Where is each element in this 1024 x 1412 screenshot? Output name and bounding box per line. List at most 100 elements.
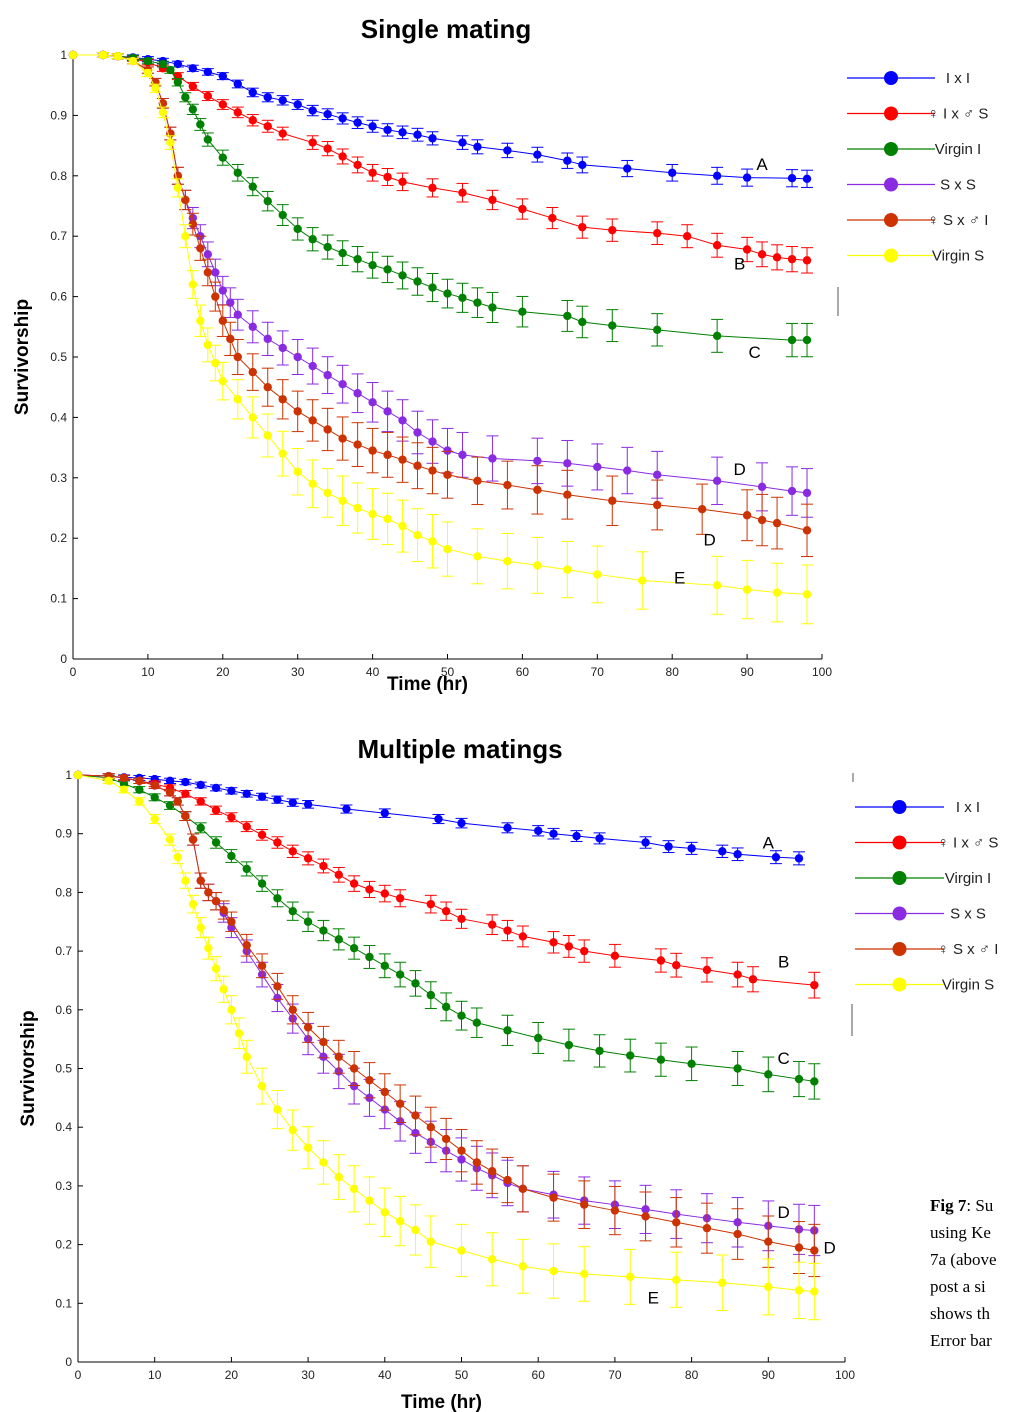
- data-point: [488, 195, 497, 205]
- data-point: [227, 1005, 236, 1014]
- x-tick-label: 70: [608, 1368, 622, 1382]
- legend-item-s-x-s: S x S: [855, 906, 986, 923]
- data-point: [68, 50, 78, 60]
- data-point: [742, 585, 752, 594]
- data-point: [580, 1269, 589, 1279]
- data-point: [623, 164, 632, 173]
- data-point: [712, 581, 722, 590]
- x-tick-label: 70: [591, 665, 605, 679]
- data-point: [443, 544, 452, 554]
- data-point: [308, 138, 317, 147]
- data-point: [772, 518, 782, 528]
- legend-marker: [892, 977, 907, 992]
- data-point: [503, 146, 512, 155]
- data-point: [702, 1223, 712, 1233]
- data-point: [278, 96, 287, 105]
- data-point: [308, 106, 317, 115]
- legend: I x I ♀ I x ♂ S Virgin I S x S ♀ S x ♂ I Virg…: [847, 70, 988, 265]
- data-point: [308, 235, 317, 244]
- data-point: [443, 446, 452, 455]
- data-point: [211, 897, 221, 906]
- data-point: [278, 343, 287, 353]
- data-point: [656, 1055, 666, 1064]
- data-point: [580, 1200, 589, 1209]
- x-tick-label: 40: [366, 665, 380, 679]
- data-point: [334, 935, 343, 944]
- data-point: [578, 160, 587, 170]
- data-point: [319, 1158, 328, 1167]
- y-tick-label: 0.8: [50, 169, 67, 183]
- data-point: [718, 1278, 727, 1287]
- data-point: [426, 1237, 436, 1246]
- data-point: [503, 556, 512, 566]
- data-point: [428, 183, 437, 193]
- data-point: [257, 961, 267, 970]
- legend-label: I x I: [956, 799, 980, 816]
- series-virgin-s: [68, 50, 814, 625]
- data-point: [278, 449, 287, 458]
- data-point: [165, 801, 175, 810]
- data-point: [563, 156, 572, 165]
- data-point: [712, 476, 722, 486]
- data-point: [227, 813, 236, 822]
- data-point: [203, 340, 213, 350]
- data-point: [802, 174, 812, 184]
- data-point: [563, 311, 572, 321]
- data-point: [549, 938, 558, 947]
- data-point: [203, 135, 213, 144]
- data-point: [319, 1037, 328, 1047]
- data-point: [653, 325, 662, 335]
- legend-label: ♀ I x ♂ S: [928, 106, 989, 123]
- data-point: [533, 150, 542, 159]
- data-point: [457, 1011, 466, 1020]
- data-point: [426, 1123, 436, 1132]
- data-point: [196, 876, 205, 885]
- data-point: [353, 118, 362, 127]
- y-tick-label: 0.1: [50, 592, 67, 606]
- data-point: [549, 829, 558, 838]
- data-point: [188, 64, 198, 73]
- data-point: [278, 210, 287, 220]
- data-point: [802, 526, 812, 535]
- data-point: [273, 1105, 282, 1114]
- legend-item-female-s-x-male-i: ♀ S x ♂ I: [855, 941, 998, 958]
- series-line: [73, 54, 808, 531]
- data-point: [802, 488, 812, 498]
- data-point: [233, 168, 242, 177]
- single-mating-chart: 0 10 20 30 40 50 60 70 80 90 100 0 0.1 0.2 0.3 0.4 0.5 0.…: [12, 14, 988, 695]
- data-point: [472, 1158, 482, 1167]
- data-point: [473, 142, 482, 152]
- data-point: [353, 503, 362, 513]
- data-point: [181, 876, 190, 885]
- data-point: [166, 138, 175, 147]
- data-point: [413, 277, 422, 286]
- data-point: [697, 505, 707, 514]
- x-tick-label: 90: [740, 665, 754, 679]
- data-point: [338, 152, 347, 161]
- x-tick-label: 20: [216, 665, 230, 679]
- curve-label: A: [756, 155, 768, 174]
- legend-marker: [892, 906, 907, 921]
- data-point: [158, 59, 168, 69]
- data-point: [323, 425, 332, 434]
- x-tick-label: 20: [225, 1368, 239, 1382]
- series-virgin-i: [68, 50, 814, 358]
- data-point: [380, 808, 389, 818]
- y-tick-label: 0.9: [55, 827, 72, 841]
- data-point: [564, 1040, 574, 1050]
- data-point: [233, 352, 242, 362]
- data-point: [411, 979, 420, 988]
- data-point: [473, 552, 482, 561]
- data-point: [395, 1216, 405, 1226]
- data-point: [181, 777, 190, 787]
- data-point: [293, 100, 302, 109]
- data-point: [165, 835, 175, 844]
- data-point: [656, 956, 666, 965]
- caption-line-4: post a si: [930, 1277, 986, 1296]
- data-point: [428, 283, 437, 292]
- data-point: [733, 850, 742, 859]
- chart-title: Single mating: [361, 14, 531, 44]
- data-point: [733, 970, 742, 979]
- data-point: [158, 108, 168, 117]
- data-point: [380, 889, 389, 898]
